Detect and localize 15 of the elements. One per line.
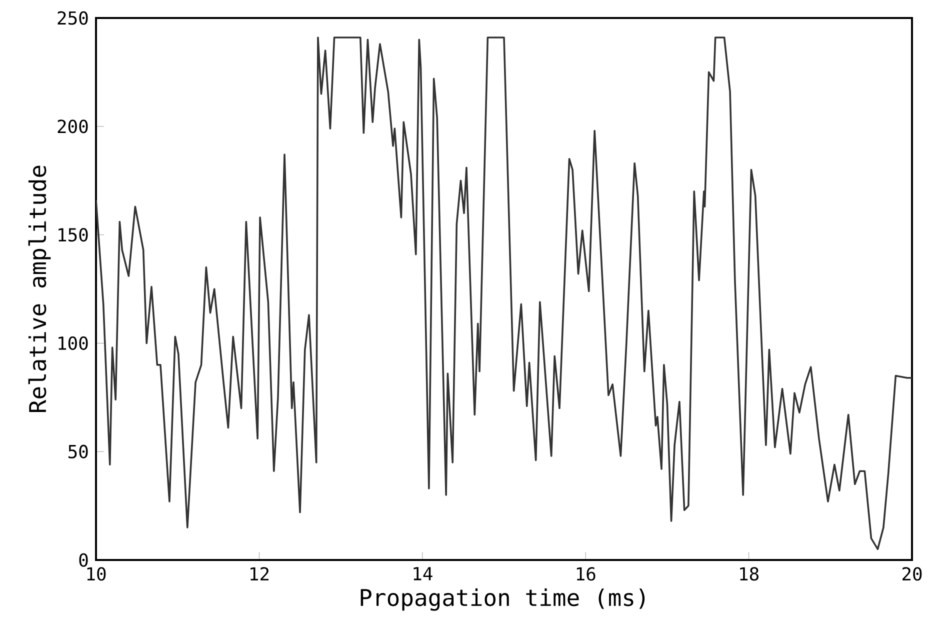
x-tick-label: 10	[87, 567, 106, 581]
x-axis-title: Propagation time (ms)	[360, 588, 645, 611]
line-series	[96, 36, 912, 550]
x-tick-label: 16	[576, 567, 596, 581]
y-tick-label: 100	[58, 336, 88, 350]
x-tick-label: 20	[902, 567, 922, 581]
x-tick-label: 14	[414, 567, 432, 580]
y-tick-label: 50	[68, 444, 88, 458]
y-tick-label: 250	[58, 11, 88, 25]
y-tick-label: 150	[58, 228, 88, 242]
x-tick-label: 12	[250, 567, 269, 580]
y-tick-label: 0	[79, 553, 88, 567]
y-axis-title: Relative amplitude	[28, 166, 51, 412]
x-tick-label: 18	[740, 567, 758, 581]
y-tick-label: 200	[58, 120, 88, 134]
